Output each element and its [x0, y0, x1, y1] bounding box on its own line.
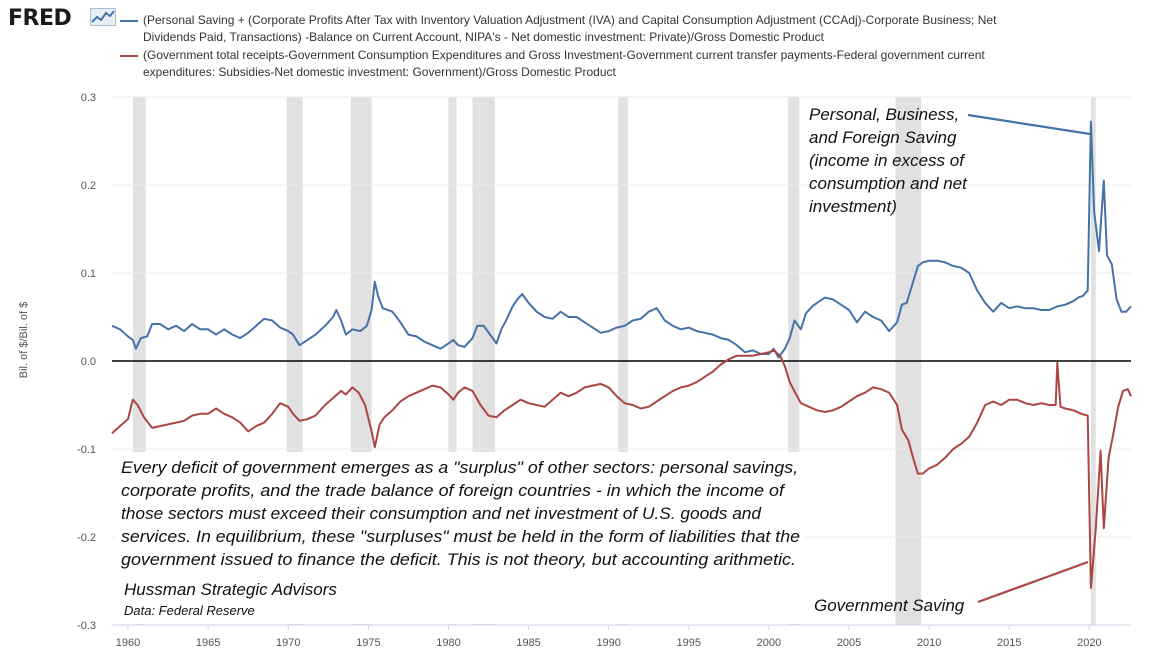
legend-item-government-saving[interactable]: (Government total receipts-Government Co… — [120, 47, 1003, 81]
commentary-box — [115, 452, 805, 624]
series-line-government-saving — [111, 349, 1132, 589]
x-tick-label: 1965 — [196, 637, 220, 649]
y-axis-label: Bil. of $/Bil. of $ — [18, 302, 30, 378]
x-tick-label: 1975 — [356, 637, 380, 649]
y-tick-label: -0.1 — [77, 444, 96, 456]
series-lines — [111, 120, 1132, 589]
annotation-line: (income in excess of — [809, 151, 966, 170]
y-tick-label: -0.2 — [77, 532, 96, 544]
annotation-line: investment) — [809, 197, 897, 216]
fred-logo[interactable]: FRED — [8, 6, 72, 31]
x-tick-label: 1995 — [677, 637, 701, 649]
y-tick-label: 0.0 — [81, 356, 96, 368]
government-annotation-arrow — [977, 560, 1089, 604]
x-tick-label: 1980 — [436, 637, 460, 649]
chart-header: FRED (Personal Saving + (Corporate Profi… — [0, 0, 1169, 92]
x-tick-label: 2015 — [997, 637, 1021, 649]
government-saving-annotation: Government Saving — [814, 596, 965, 615]
y-tick-label: -0.3 — [77, 620, 96, 632]
x-tick-label: 2000 — [757, 637, 781, 649]
commentary-text: Every deficit of government emerges as a… — [121, 458, 800, 618]
x-tick-label: 1960 — [116, 637, 140, 649]
y-axis-ticks: 0.3 0.2 0.1 0.0 -0.1 -0.2 -0.3 — [77, 92, 96, 632]
legend-label: (Personal Saving + (Corporate Profits Af… — [143, 13, 997, 44]
annotation-line: Personal, Business, — [809, 105, 959, 124]
annotation-line: consumption and net — [809, 174, 968, 193]
source-credit: Hussman Strategic Advisors — [124, 580, 337, 599]
legend-swatch-red — [120, 55, 138, 57]
commentary-line: Every deficit of government emerges as a… — [121, 458, 798, 477]
legend-swatch-blue — [120, 20, 138, 22]
x-tick-label: 1985 — [516, 637, 540, 649]
x-tick-label: 2010 — [917, 637, 941, 649]
commentary-line: services. In equilibrium, these "surplus… — [121, 527, 800, 546]
personal-saving-annotation: Personal, Business, and Foreign Saving (… — [809, 105, 968, 216]
fred-graph-icon — [90, 8, 116, 26]
x-axis-ticks: 1960 1965 1970 1975 1980 1985 1990 1995 2000 2005… — [112, 624, 1131, 649]
x-tick-label: 2020 — [1077, 637, 1101, 649]
legend-item-private-saving[interactable]: (Personal Saving + (Corporate Profits Af… — [120, 12, 1003, 46]
personal-annotation-arrow — [967, 113, 1091, 136]
series-line-private-saving — [111, 120, 1132, 359]
x-tick-label: 1990 — [596, 637, 620, 649]
annotation-line: and Foreign Saving — [809, 128, 957, 147]
y-tick-label: 0.2 — [81, 180, 96, 192]
y-tick-label: 0.1 — [81, 268, 96, 280]
commentary-line: government issued to finance the deficit… — [121, 550, 796, 569]
x-tick-label: 1970 — [276, 637, 300, 649]
data-credit: Data: Federal Reserve — [124, 603, 255, 618]
commentary-line: corporate profits, and the trade balance… — [121, 481, 786, 500]
legend-label: (Government total receipts-Government Co… — [143, 48, 985, 79]
x-tick-label: 2005 — [837, 637, 861, 649]
y-tick-label: 0.3 — [81, 92, 96, 104]
commentary-line: those sectors must exceed their consumpt… — [121, 504, 762, 523]
